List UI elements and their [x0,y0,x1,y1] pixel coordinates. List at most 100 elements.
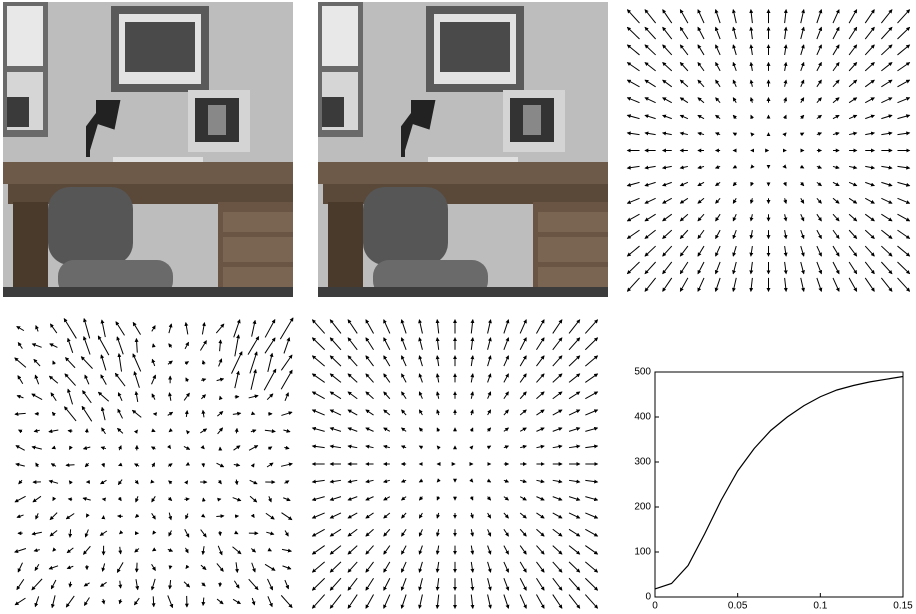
flow-arrow [488,374,491,383]
flow-arrow [36,513,38,519]
flow-arrow [185,529,189,537]
flow-arrow [897,262,909,274]
flow-arrow [849,262,857,274]
flow-arrow [627,80,639,87]
flow-arrow [366,320,374,334]
flow-arrow [384,546,390,555]
flow-arrow [249,579,258,589]
flow-arrow [153,532,154,534]
flow-arrow [585,595,597,609]
flow-arrow [68,389,73,404]
flow-arrow [348,497,357,500]
flow-arrow [520,356,526,366]
flow-arrow [330,513,341,518]
flow-arrow [152,463,154,467]
room-image [3,2,293,297]
flow-arrow [663,246,672,256]
flow-arrow [680,98,688,103]
flow-arrow [168,549,173,551]
flow-arrow [98,336,109,355]
flow-arrow [233,413,241,414]
flow-arrow [833,214,839,221]
flow-arrow [184,393,189,400]
flow-arrow [553,497,562,500]
flow-arrow [627,166,639,168]
flow-arrow [330,392,341,399]
flow-arrow [419,338,422,350]
flow-arrow [134,598,139,605]
flow-arrow [35,596,38,606]
flow-arrow [348,356,357,366]
flow-arrow [265,564,275,570]
flow-arrow [219,359,222,366]
flow-arrow [312,513,324,518]
flow-arrow [569,513,580,518]
desk-leg [13,202,48,297]
flow-arrow [663,166,672,168]
flow-arrow [152,496,156,502]
flow-arrow [520,392,526,399]
floor [3,287,293,297]
flow-arrow [419,595,422,609]
flow-arrow [236,533,238,534]
flow-arrow [201,530,207,537]
flow-arrow [553,356,562,366]
flow-arrow [865,182,874,185]
flow-arrow [733,182,736,185]
flow-arrow [268,447,272,449]
flow-arrow [536,410,544,415]
flow-arrow [751,27,753,39]
flow-arrow [152,394,155,400]
flow-arrow [102,407,105,420]
flow-arrow [865,45,874,55]
flow-arrow [801,115,804,118]
flow-arrow [203,546,204,554]
desk-leg [328,202,363,297]
floor [318,287,608,297]
flow-arrow [663,182,672,185]
flow-arrow [236,428,237,433]
flow-arrow [865,230,874,238]
flow-arrow [698,10,704,23]
flow-arrow [865,10,874,23]
flow-arrow [117,428,122,433]
flow-arrow [536,562,544,572]
flow-arrow [217,379,224,381]
flow-arrow [218,428,223,434]
flow-arrow [733,166,736,168]
flow-arrow [330,578,341,590]
flow-arrow [536,374,544,383]
flow-arrow [627,10,639,23]
flow-arrow [437,480,439,482]
flow-arrow [170,566,171,569]
flow-arrow [85,375,89,384]
flow-arrow [366,338,374,350]
flow-arrow [627,115,639,118]
flow-arrow [384,446,390,448]
flow-arrow [471,446,473,448]
flow-arrow [801,166,804,168]
flow-arrow [253,464,254,466]
flow-arrow [471,338,473,350]
flow-arrow [663,133,672,135]
flow-arrow [203,447,205,449]
flow-arrow [253,515,255,518]
flow-arrow [330,428,341,431]
flow-arrow [585,392,597,399]
flow-arrow [504,446,509,448]
flow-arrow [83,498,91,500]
flow-arrow [384,392,390,399]
flow-arrow [733,262,736,274]
flow-arrow [488,480,491,482]
flow-arrow [252,320,256,336]
flow-arrow [348,428,357,431]
flow-arrow [569,480,580,482]
flow-arrow [283,498,290,501]
flow-arrow [419,497,422,500]
flow-arrow [200,341,206,351]
flow-arrow [817,230,822,238]
flow-arrow [553,392,562,399]
flow-arrow [70,529,71,537]
flow-arrow [437,428,439,431]
flow-arrow [817,214,822,221]
